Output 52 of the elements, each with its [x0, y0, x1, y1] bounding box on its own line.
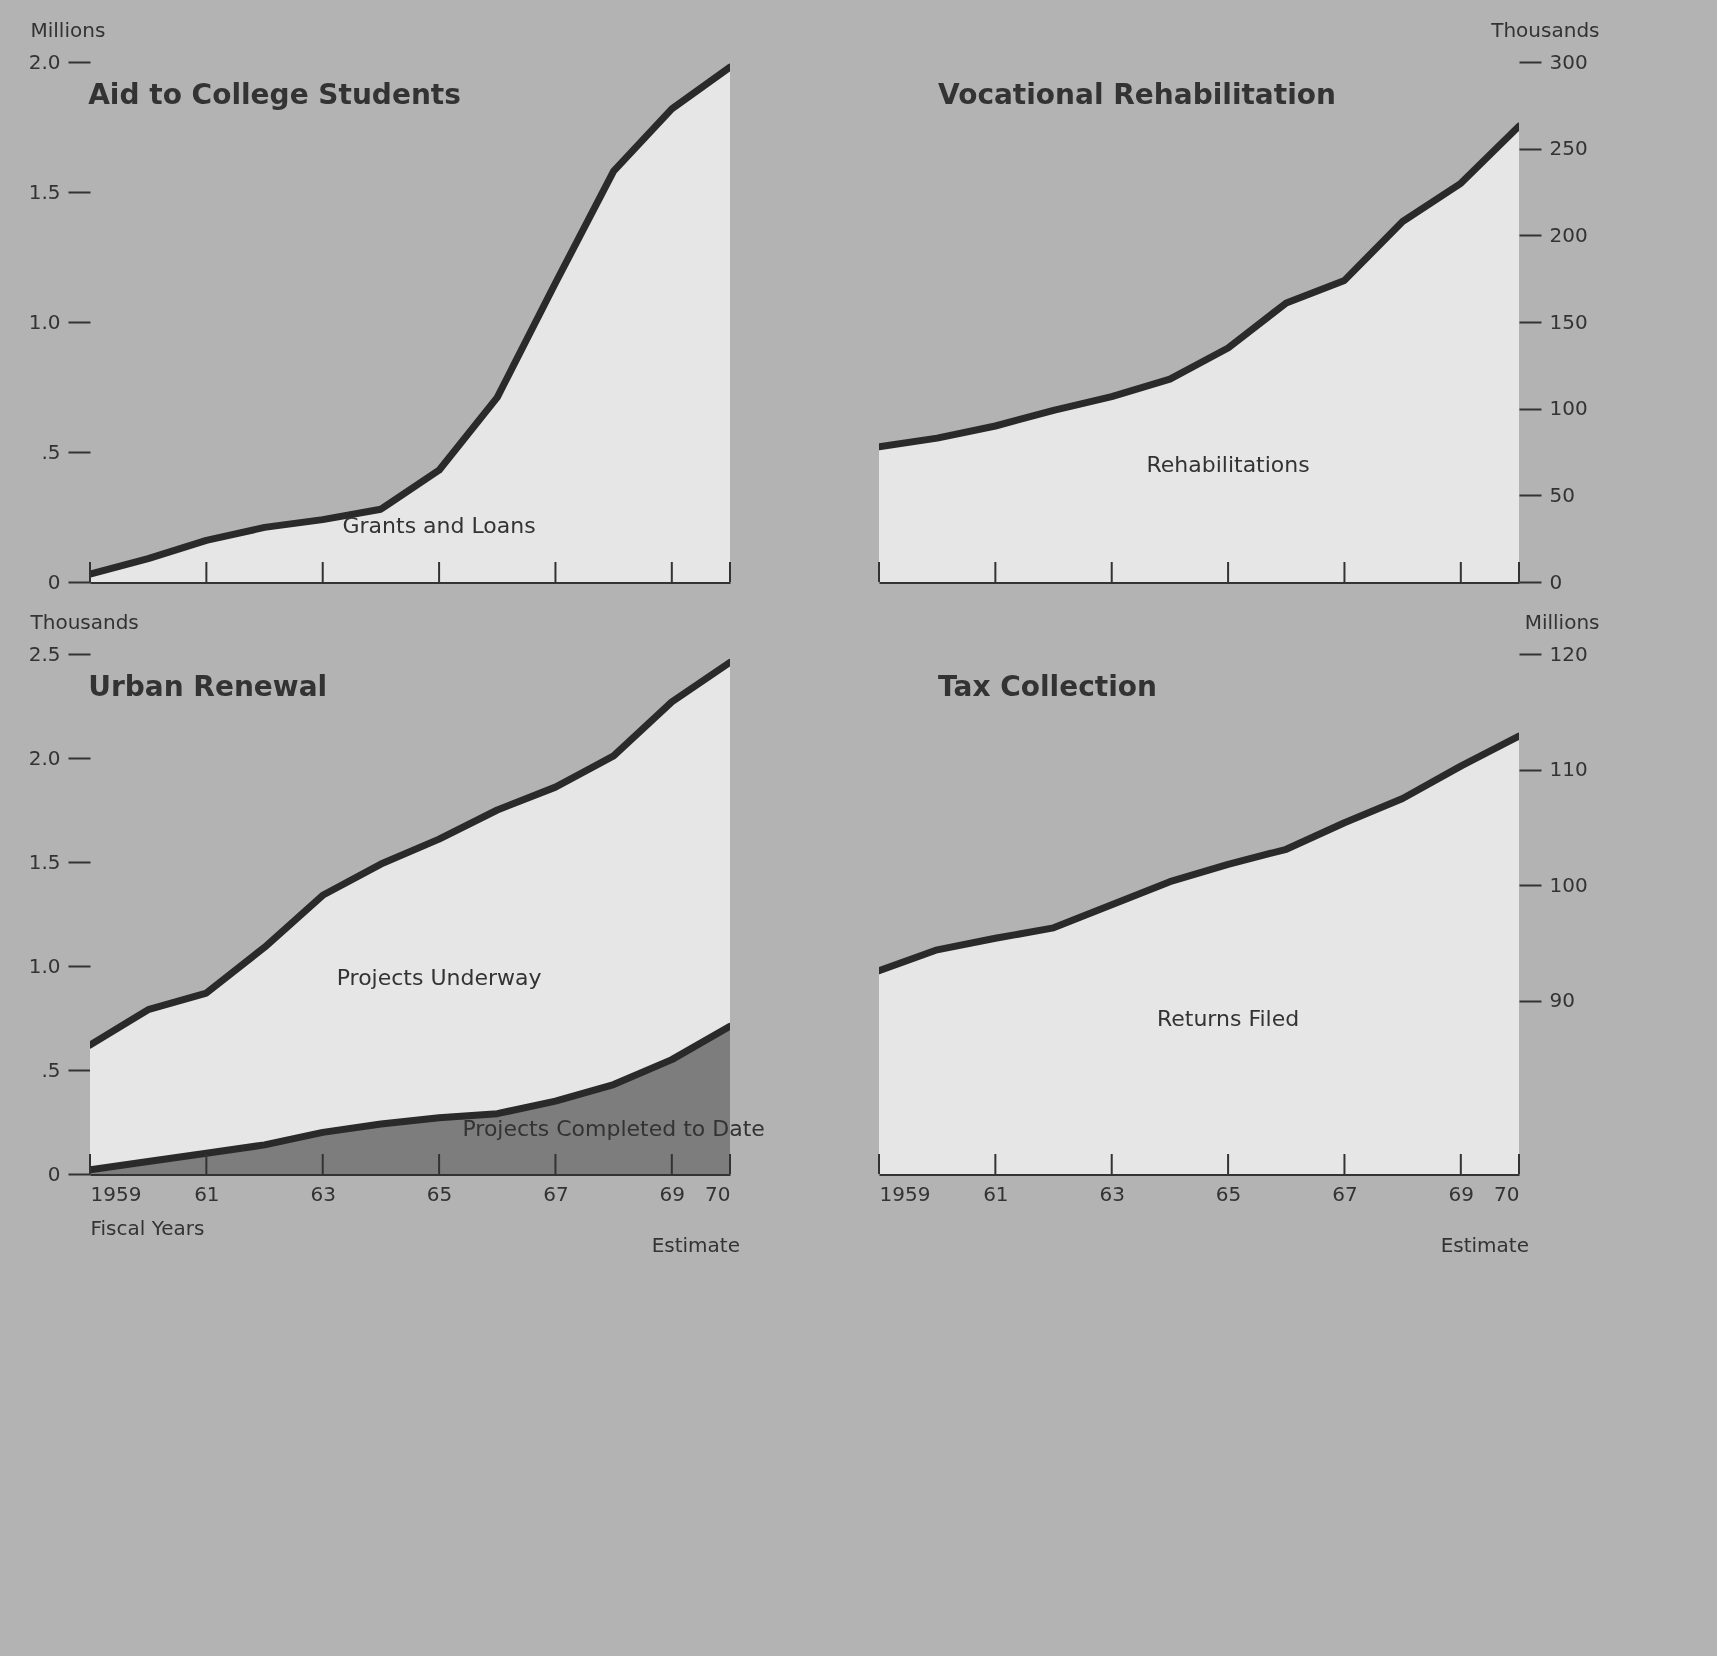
y-tick-label: 1.5 [28, 849, 61, 874]
x-tick-label: 65 [1215, 1181, 1242, 1206]
y-axis-title: Thousands [29, 609, 139, 634]
y-tick-label: 150 [1549, 309, 1588, 334]
text: Vocational Rehabilitation [938, 78, 1336, 111]
series-label: Grants and Loans [342, 513, 536, 539]
y-tick-label: 100 [1549, 396, 1588, 421]
y-tick-label: 250 [1549, 136, 1588, 161]
y-tick-label: 50 [1549, 482, 1575, 507]
y-tick-label: 2.0 [28, 745, 61, 770]
x-tick-label: 70 [1494, 1181, 1520, 1206]
y-tick-label: 100 [1549, 872, 1588, 897]
y-tick-label: 0 [1549, 569, 1563, 594]
x-tick-label: 63 [1099, 1181, 1125, 1206]
y-tick-label: 2.0 [28, 49, 61, 74]
x-tick-label: 1959 [879, 1181, 931, 1206]
x-tick-label: 69 [659, 1181, 686, 1206]
x-tick-label: 65 [426, 1181, 453, 1206]
y-tick-label: .5 [41, 439, 61, 464]
y-tick-label: 0 [47, 1161, 61, 1186]
x-tick-label: 70 [705, 1181, 731, 1206]
y-tick-label: 90 [1549, 988, 1575, 1013]
x-axis-title: Fiscal Years [90, 1215, 205, 1240]
y-tick-label: 1.0 [28, 953, 61, 978]
y-tick-label: .5 [41, 1057, 61, 1082]
text: Aid to College Students [88, 78, 461, 111]
y-tick-label: 300 [1549, 49, 1588, 74]
series-label: Rehabilitations [1146, 452, 1310, 477]
y-tick-label: 110 [1549, 757, 1588, 782]
x-tick-label: 67 [1332, 1181, 1358, 1206]
x-tick-label: 69 [1448, 1181, 1475, 1206]
x-tick-label: 61 [194, 1181, 220, 1206]
y-tick-label: 2.5 [28, 641, 61, 666]
y-tick-label: 1.0 [28, 309, 61, 334]
y-tick-label: 1.5 [28, 179, 61, 204]
x-tick-label: 61 [983, 1181, 1009, 1206]
x-tick-label: 1959 [90, 1181, 142, 1206]
x-tick-label: 63 [310, 1181, 336, 1206]
y-tick-label: 0 [47, 569, 61, 594]
text: Estimate [1440, 1233, 1529, 1257]
text: Estimate [651, 1233, 740, 1257]
text: Urban Renewal [88, 670, 328, 703]
y-axis-title: Millions [1524, 609, 1600, 634]
series-label: Returns Filed [1156, 1006, 1300, 1032]
y-tick-label: 120 [1549, 641, 1588, 666]
x-tick-label: 67 [543, 1181, 569, 1206]
y-axis-title: Thousands [1490, 17, 1600, 42]
text: Tax Collection [938, 670, 1157, 703]
series-label: Projects Completed to Date [462, 1116, 765, 1142]
series-label: Projects Underway [336, 965, 542, 991]
y-axis-title: Millions [30, 17, 106, 42]
y-tick-label: 200 [1549, 222, 1588, 247]
